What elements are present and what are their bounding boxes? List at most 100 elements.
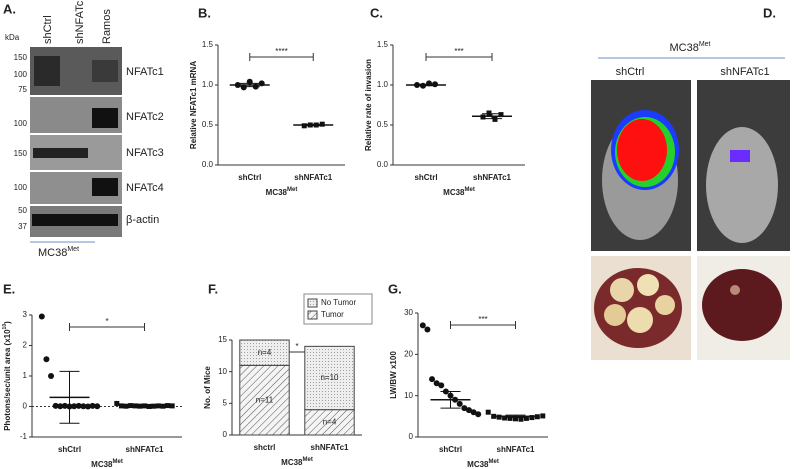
data-point — [518, 416, 524, 422]
data-point — [492, 116, 498, 122]
tumor — [730, 285, 740, 295]
data-point — [480, 114, 486, 120]
data-point — [71, 403, 78, 410]
x-tick-label: shNFATc1 — [311, 443, 349, 452]
data-point — [80, 403, 87, 410]
x-tick-label: shNFATc1 — [294, 173, 332, 182]
x-tick-label: shNFATc1 — [126, 445, 164, 454]
data-point — [433, 380, 440, 387]
panel-label: C. — [370, 5, 383, 20]
mw-marker: 50 — [18, 206, 27, 215]
data-point — [513, 416, 518, 422]
data-point — [419, 322, 426, 329]
y-label-base: LW/BW x100 — [389, 351, 398, 399]
y-tick-label: 20 — [404, 349, 413, 358]
data-point — [540, 413, 546, 419]
unit: kDa — [5, 33, 20, 42]
data-point — [165, 403, 171, 409]
x-label-base: MC38 — [443, 188, 465, 197]
liver — [702, 269, 782, 341]
x-tick-label: shCtrl — [58, 445, 81, 454]
mw-marker: 100 — [14, 119, 28, 128]
data-point — [485, 409, 491, 415]
cell-line: MC38Met — [38, 246, 79, 259]
data-point — [438, 382, 445, 389]
band-label: NFATc3 — [126, 147, 164, 159]
cell-line-sup: Met — [699, 41, 711, 48]
y-tick-label: 0 — [409, 432, 414, 441]
data-point — [475, 411, 482, 418]
data-point — [57, 403, 64, 410]
data-point — [75, 402, 82, 409]
bar-segment — [304, 409, 355, 436]
y-label-end: ) — [3, 321, 12, 324]
y-tick-label: 30 — [404, 308, 413, 317]
data-point — [38, 313, 45, 320]
x-axis-label: MC38Met — [281, 457, 313, 468]
y-tick-label: 0.5 — [202, 120, 214, 129]
band — [34, 56, 60, 86]
legend-swatch — [307, 310, 318, 320]
x-label-sup: Met — [287, 187, 297, 193]
data-point — [424, 326, 431, 333]
data-point — [465, 407, 472, 414]
y-tick-label: 0.0 — [202, 160, 214, 169]
band — [92, 178, 118, 196]
data-point — [498, 112, 504, 118]
blot-panel: A. kDa shCtrl shNFATc1 Ramos 150 100 75 … — [3, 0, 164, 259]
legend-label: No Tumor — [321, 298, 356, 307]
mw-marker: 100 — [14, 183, 28, 192]
y-tick-label: 1.0 — [377, 80, 389, 89]
panel-label: F. — [208, 281, 218, 296]
panel-label: B. — [198, 5, 211, 20]
y-axis-label: LW/BW x100 — [389, 351, 398, 399]
lane-label: Ramos — [101, 9, 113, 44]
data-point — [534, 414, 540, 420]
data-point — [43, 356, 50, 363]
value-label: n=4 — [258, 348, 272, 357]
legend-label: Tumor — [321, 310, 344, 319]
panel-label: A. — [3, 1, 16, 16]
data-point — [429, 376, 436, 383]
data-point — [61, 402, 68, 409]
x-tick-label: shNFATc1 — [473, 173, 511, 182]
value-label: n=10 — [320, 373, 339, 382]
y-axis-label: Photons/sec/unit area (x1010) — [2, 321, 12, 431]
y-tick-label: 10 — [404, 391, 413, 400]
y-label-sup: 10 — [2, 324, 8, 330]
x-label-sup: Met — [465, 187, 475, 193]
y-tick-label: 1.5 — [377, 40, 389, 49]
x-label-sup: Met — [303, 457, 313, 463]
y-label-base: Relative rate of invasion — [364, 59, 373, 151]
panel-label: G. — [388, 281, 402, 296]
y-tick-label: 1.0 — [202, 80, 214, 89]
mw-marker: 100 — [14, 70, 28, 79]
data-point — [160, 403, 166, 409]
data-point — [89, 402, 96, 409]
data-point — [52, 402, 59, 409]
data-point — [523, 415, 529, 421]
signal — [617, 119, 667, 181]
y-label-base: Relative NFATc1 mRNA — [189, 61, 198, 149]
band-label: β-actin — [126, 214, 159, 226]
data-point — [48, 373, 55, 379]
data-point — [456, 400, 463, 407]
band-label: NFATc4 — [126, 182, 164, 194]
data-point — [486, 110, 492, 116]
data-point — [123, 403, 129, 409]
x-label-sup: Met — [113, 459, 123, 465]
tumor — [604, 304, 626, 326]
data-point — [502, 415, 508, 421]
band — [33, 148, 88, 158]
data-point — [507, 415, 513, 421]
mw-marker: 150 — [14, 149, 28, 158]
value-label: n=4 — [323, 417, 337, 426]
x-axis-label: MC38Met — [443, 187, 475, 198]
y-tick-label: 0 — [23, 402, 28, 411]
significance: **** — [275, 47, 287, 56]
tumor — [637, 274, 659, 296]
significance: * — [105, 317, 108, 326]
y-tick-label: 5 — [223, 398, 228, 407]
data-point — [496, 414, 502, 420]
